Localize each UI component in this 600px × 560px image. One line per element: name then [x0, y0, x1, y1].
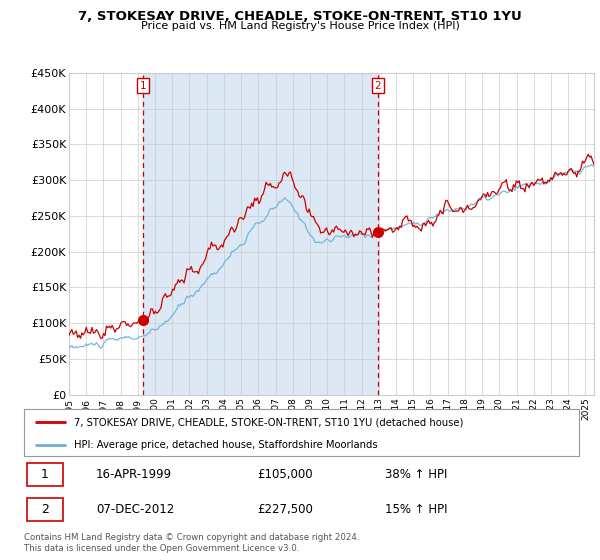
Text: 16-APR-1999: 16-APR-1999 — [96, 468, 172, 481]
Bar — [143, 73, 377, 395]
Text: £105,000: £105,000 — [257, 468, 313, 481]
Text: Price paid vs. HM Land Registry's House Price Index (HPI): Price paid vs. HM Land Registry's House … — [140, 21, 460, 31]
Text: 1: 1 — [41, 468, 49, 481]
Text: 7, STOKESAY DRIVE, CHEADLE, STOKE-ON-TRENT, ST10 1YU: 7, STOKESAY DRIVE, CHEADLE, STOKE-ON-TRE… — [78, 10, 522, 23]
Text: 1: 1 — [140, 81, 146, 91]
Text: 38% ↑ HPI: 38% ↑ HPI — [385, 468, 447, 481]
Text: 15% ↑ HPI: 15% ↑ HPI — [385, 503, 447, 516]
Text: 2: 2 — [41, 503, 49, 516]
Bar — [27, 498, 63, 521]
Text: 7, STOKESAY DRIVE, CHEADLE, STOKE-ON-TRENT, ST10 1YU (detached house): 7, STOKESAY DRIVE, CHEADLE, STOKE-ON-TRE… — [74, 417, 463, 427]
Text: 07-DEC-2012: 07-DEC-2012 — [96, 503, 175, 516]
Bar — [27, 464, 63, 486]
Text: HPI: Average price, detached house, Staffordshire Moorlands: HPI: Average price, detached house, Staf… — [74, 440, 377, 450]
Text: 2: 2 — [374, 81, 381, 91]
Text: Contains HM Land Registry data © Crown copyright and database right 2024.
This d: Contains HM Land Registry data © Crown c… — [24, 533, 359, 553]
Text: £227,500: £227,500 — [257, 503, 313, 516]
